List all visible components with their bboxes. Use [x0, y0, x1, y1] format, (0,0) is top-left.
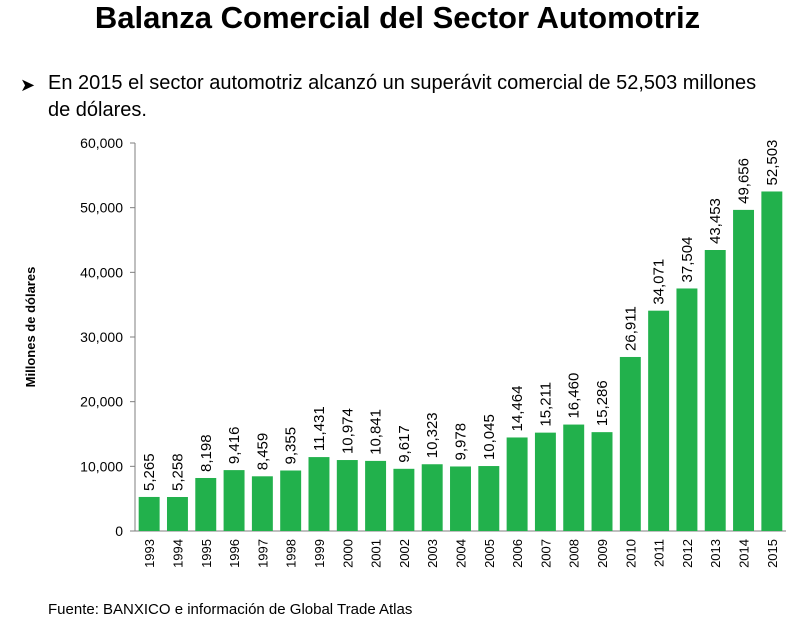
x-tick-label: 2004: [454, 539, 469, 568]
chart-value-labels: 5,265 5,258 8,198 9,416 8,459 9,355 11,431 10,9…: [141, 140, 781, 491]
bar: [251, 476, 273, 531]
bar-chart: 5,265 5,258 8,198 9,416 8,459 9,355 11,431 10,9…: [23, 135, 786, 568]
bar: [280, 470, 302, 531]
x-tick-label: 2007: [538, 539, 553, 568]
y-tick-label: 20,000: [80, 394, 123, 410]
x-tick-label: 1997: [255, 539, 270, 568]
y-tick-label: 30,000: [80, 329, 123, 345]
x-tick-label: 2010: [623, 539, 638, 568]
bar: [478, 466, 500, 531]
x-tick-label: 2013: [708, 539, 723, 568]
bar: [506, 437, 528, 531]
bar: [138, 496, 160, 531]
bar-value-label: 8,459: [254, 433, 271, 471]
x-tick-label: 2011: [652, 539, 667, 567]
bar: [648, 310, 670, 531]
bar-value-label: 52,503: [764, 140, 781, 186]
x-tick-label: 2003: [425, 539, 440, 568]
chart-y-tick-labels: 0 10,000 20,000 30,000 40,000 50,000 60,000: [80, 135, 123, 539]
page-title: Balanza Comercial del Sector Automotriz: [94, 0, 701, 35]
x-tick-label: 2014: [737, 539, 752, 568]
x-tick-label: 2002: [397, 539, 412, 568]
bar-value-label: 14,464: [509, 386, 526, 432]
bar-value-label: 26,911: [622, 306, 639, 351]
chart-x-tick-labels: 1993 1994 1995 1996 1997 1998 1999 2000 2001 2002…: [142, 539, 780, 568]
bar-value-label: 9,355: [283, 427, 300, 465]
bar-value-label: 10,974: [339, 408, 356, 454]
bar-value-label: 10,045: [481, 414, 498, 460]
bar: [591, 432, 613, 531]
bar-value-label: 9,978: [453, 423, 470, 461]
bar: [733, 209, 755, 531]
x-tick-label: 2006: [510, 539, 525, 568]
bar-value-label: 10,323: [424, 412, 441, 458]
y-tick-label: 40,000: [80, 264, 123, 280]
bar-value-label: 49,656: [736, 158, 753, 204]
x-tick-label: 1994: [170, 539, 185, 568]
bar-value-label: 5,258: [169, 453, 186, 491]
arrow-bullet-icon: ➤: [20, 75, 36, 95]
bar-value-label: 37,504: [679, 237, 696, 283]
bar-value-label: 5,265: [141, 453, 158, 491]
bar: [619, 356, 641, 531]
bar-value-label: 10,841: [368, 409, 385, 455]
bar: [421, 464, 443, 531]
x-tick-label: 2000: [340, 539, 355, 568]
bar: [534, 432, 556, 531]
bar: [308, 457, 330, 531]
bar: [761, 191, 783, 532]
bar-value-label: 43,453: [707, 198, 724, 244]
y-tick-label: 60,000: [80, 135, 123, 151]
bar-value-label: 15,286: [594, 380, 611, 426]
bar: [393, 468, 415, 531]
x-tick-label: 2009: [595, 539, 610, 568]
bar-value-label: 16,460: [566, 373, 583, 419]
bar-value-label: 11,431: [311, 406, 328, 451]
bar: [704, 250, 726, 531]
y-axis-label: Millones de dólares: [23, 267, 38, 388]
source-note: Fuente: BANXICO e información de Global …: [48, 601, 413, 618]
bar: [223, 470, 245, 531]
summary-text: En 2015 el sector automotriz alcanzó un …: [48, 72, 757, 121]
bar: [336, 460, 358, 531]
bar: [563, 424, 585, 531]
bar-value-label: 8,198: [198, 434, 215, 472]
x-tick-label: 1996: [227, 539, 242, 568]
bar: [195, 477, 217, 531]
x-tick-label: 1999: [312, 539, 327, 568]
x-tick-label: 2005: [482, 539, 497, 568]
x-tick-label: 2001: [369, 539, 384, 568]
y-tick-label: 50,000: [80, 200, 123, 216]
bar-value-label: 9,416: [226, 427, 243, 465]
y-tick-label: 10,000: [80, 458, 123, 474]
x-tick-label: 2015: [765, 539, 780, 568]
bar-value-label: 34,071: [651, 259, 668, 305]
x-tick-label: 2012: [680, 539, 695, 568]
bar: [166, 496, 188, 531]
x-tick-label: 1998: [284, 539, 299, 568]
bar: [676, 288, 698, 531]
chart-bars: [138, 191, 783, 532]
bar-value-label: 9,617: [396, 425, 413, 463]
bar-value-label: 15,211: [537, 382, 554, 427]
x-tick-label: 1995: [199, 539, 214, 568]
x-tick-label: 2008: [567, 539, 582, 568]
y-tick-label: 0: [115, 523, 123, 539]
bar: [450, 466, 471, 531]
x-tick-label: 1993: [142, 539, 157, 568]
bar: [365, 460, 387, 531]
